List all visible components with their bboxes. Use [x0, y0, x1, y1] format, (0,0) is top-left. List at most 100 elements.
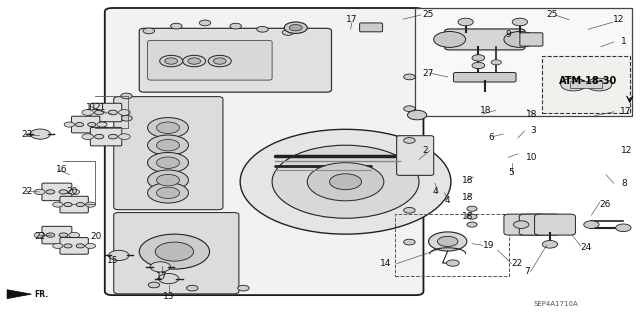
Text: 10: 10: [525, 153, 537, 162]
Circle shape: [76, 122, 84, 127]
Polygon shape: [7, 290, 31, 299]
Circle shape: [307, 163, 384, 201]
Bar: [415, 8, 632, 116]
Circle shape: [148, 152, 188, 173]
Circle shape: [108, 110, 118, 115]
Circle shape: [160, 55, 182, 67]
FancyBboxPatch shape: [60, 196, 88, 213]
Circle shape: [121, 115, 132, 121]
Circle shape: [289, 25, 302, 31]
Circle shape: [208, 55, 231, 67]
Circle shape: [157, 139, 179, 151]
Text: 25: 25: [422, 11, 433, 19]
Circle shape: [472, 62, 484, 69]
Circle shape: [512, 18, 527, 26]
Circle shape: [404, 239, 415, 245]
Text: 18: 18: [479, 106, 491, 115]
Text: 13: 13: [163, 292, 174, 301]
Text: 7: 7: [524, 267, 530, 276]
Circle shape: [85, 243, 95, 249]
Text: 12: 12: [612, 15, 624, 24]
Circle shape: [109, 250, 129, 261]
Circle shape: [616, 224, 631, 232]
Circle shape: [69, 189, 80, 195]
Circle shape: [52, 202, 63, 207]
Circle shape: [118, 134, 130, 139]
Circle shape: [118, 110, 130, 115]
FancyBboxPatch shape: [519, 214, 560, 235]
Text: 4: 4: [432, 187, 438, 196]
FancyBboxPatch shape: [397, 136, 434, 175]
Text: 27: 27: [422, 69, 433, 78]
Text: 19: 19: [483, 241, 494, 250]
Circle shape: [30, 129, 51, 139]
FancyBboxPatch shape: [105, 8, 424, 295]
Circle shape: [121, 93, 132, 99]
Text: 6: 6: [488, 133, 493, 142]
Circle shape: [143, 28, 155, 34]
Circle shape: [82, 134, 93, 139]
Circle shape: [69, 233, 80, 238]
Text: 2: 2: [422, 146, 428, 155]
FancyBboxPatch shape: [445, 29, 525, 50]
Text: 22: 22: [22, 187, 33, 197]
Circle shape: [199, 20, 211, 26]
Circle shape: [85, 202, 95, 207]
FancyBboxPatch shape: [114, 212, 239, 294]
Text: 17: 17: [346, 15, 358, 24]
Bar: [570, 81, 602, 88]
Circle shape: [504, 32, 536, 48]
Circle shape: [157, 187, 179, 198]
Circle shape: [240, 129, 451, 234]
Circle shape: [491, 60, 501, 65]
Circle shape: [95, 110, 104, 115]
Text: 3: 3: [531, 126, 536, 135]
Text: 20: 20: [90, 232, 102, 241]
Text: 18: 18: [526, 110, 538, 119]
Text: 26: 26: [600, 200, 611, 209]
FancyBboxPatch shape: [42, 183, 72, 201]
Text: 14: 14: [380, 259, 392, 268]
Text: 23: 23: [22, 130, 33, 139]
Circle shape: [64, 203, 72, 207]
Circle shape: [171, 23, 182, 29]
Bar: [542, 56, 630, 114]
Circle shape: [88, 122, 96, 127]
Circle shape: [404, 137, 415, 143]
Text: 17: 17: [620, 108, 632, 116]
Circle shape: [108, 134, 118, 139]
Circle shape: [59, 233, 68, 237]
Text: FR.: FR.: [34, 290, 48, 299]
Circle shape: [584, 221, 599, 228]
FancyBboxPatch shape: [534, 214, 575, 235]
Circle shape: [257, 26, 268, 32]
Circle shape: [561, 78, 586, 91]
Circle shape: [64, 122, 74, 127]
FancyBboxPatch shape: [148, 41, 272, 80]
Circle shape: [404, 106, 415, 112]
Circle shape: [182, 55, 205, 67]
Text: SEP4A1710A: SEP4A1710A: [534, 301, 579, 307]
Circle shape: [467, 222, 477, 227]
Bar: [396, 214, 509, 276]
FancyBboxPatch shape: [114, 97, 223, 210]
FancyBboxPatch shape: [504, 214, 545, 235]
FancyBboxPatch shape: [90, 103, 122, 122]
Circle shape: [156, 242, 193, 261]
Text: 15: 15: [107, 256, 118, 265]
Text: 22: 22: [34, 232, 45, 241]
Circle shape: [542, 241, 557, 248]
FancyBboxPatch shape: [454, 72, 516, 82]
Circle shape: [64, 244, 72, 248]
Circle shape: [237, 285, 249, 291]
Circle shape: [159, 273, 179, 284]
Text: 18: 18: [463, 211, 474, 220]
FancyBboxPatch shape: [360, 23, 383, 32]
FancyBboxPatch shape: [520, 33, 543, 46]
Text: 1: 1: [621, 38, 627, 47]
Circle shape: [404, 74, 415, 80]
Circle shape: [34, 189, 45, 195]
Circle shape: [186, 285, 198, 291]
Circle shape: [165, 58, 177, 64]
Circle shape: [148, 170, 188, 190]
